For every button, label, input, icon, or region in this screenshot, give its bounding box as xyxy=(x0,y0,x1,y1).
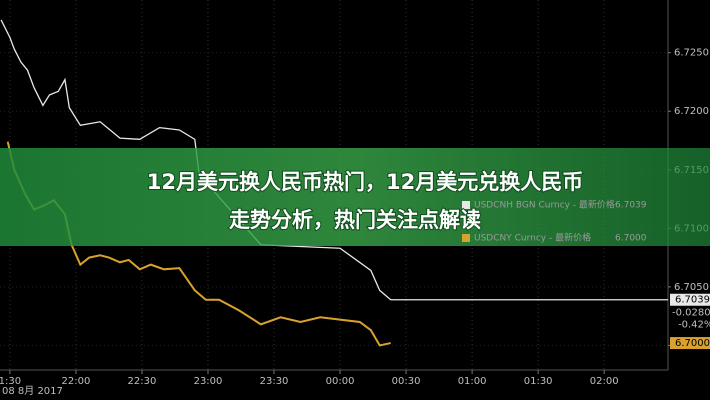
x-tick-label: 1:30 xyxy=(0,376,21,387)
legend-swatch xyxy=(462,201,470,209)
x-tick-label: 23:30 xyxy=(260,376,289,387)
legend-swatch xyxy=(462,234,470,242)
x-tick-label: 23:00 xyxy=(194,376,223,387)
price-tag-label: 6.7000 xyxy=(675,338,710,349)
series-line xyxy=(0,19,668,301)
x-tick-label: 01:30 xyxy=(524,376,553,387)
price-tag xyxy=(670,293,710,306)
x-tick-label: 22:00 xyxy=(62,376,91,387)
change-pct-label: -0.42% xyxy=(678,320,710,331)
price-tag xyxy=(670,337,710,350)
y-tick-label: 6.7250 xyxy=(674,48,709,59)
x-tick-label: 01:00 xyxy=(458,376,487,387)
legend-label: USDCNH BGN Curncy - 最新价格 xyxy=(474,199,615,211)
legend-value: 6.7039 xyxy=(615,201,647,211)
change-label: -0.0280 xyxy=(672,308,710,319)
x-tick-label: 22:30 xyxy=(128,376,157,387)
title: 走势分析，热门关注点解读 xyxy=(229,208,481,232)
title-banner xyxy=(0,148,710,246)
x-tick-label: 00:30 xyxy=(392,376,421,387)
legend-label: USDCNY Curncy - 最新价格 xyxy=(474,232,591,244)
y-tick-label: 6.7050 xyxy=(674,282,709,293)
x-tick-label: 00:00 xyxy=(326,376,355,387)
x-tick-label: 02:00 xyxy=(590,376,619,387)
title: 12月美元换人民币热门，12月美元兑换人民币 xyxy=(147,170,583,194)
price-tag-label: 6.7039 xyxy=(675,295,710,306)
legend-value: 6.7000 xyxy=(615,234,647,244)
date-label: 08 8月 2017 xyxy=(2,385,63,397)
y-tick-label: 6.7200 xyxy=(674,106,709,117)
